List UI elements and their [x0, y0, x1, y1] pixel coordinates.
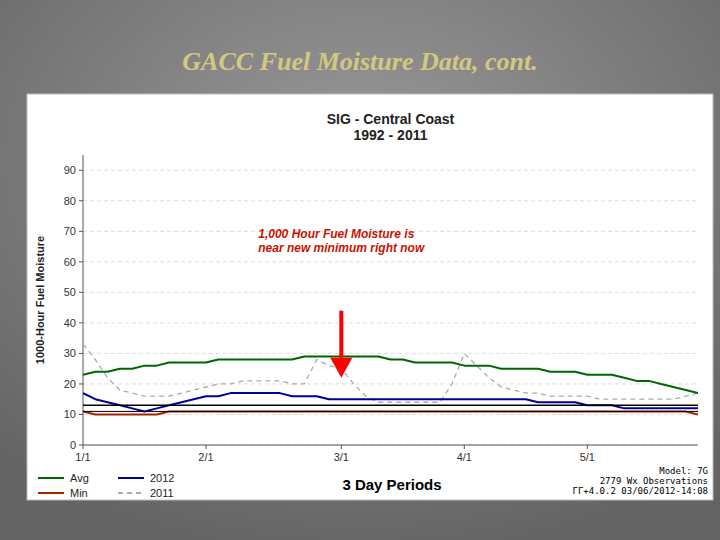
text-line: 1992 - 2011	[354, 127, 428, 143]
footnote: Model: 7G2779 Wx ObservationsГГ+4.0.2 03…	[573, 466, 708, 496]
legend-label: Avg	[70, 472, 89, 484]
panel	[27, 94, 713, 500]
grid-line	[83, 414, 698, 415]
legend-label: 2012	[150, 472, 174, 484]
series-line	[83, 411, 698, 414]
x-axis	[83, 445, 698, 446]
arrow-shaft	[339, 311, 343, 358]
y-tick	[79, 200, 83, 201]
x-tick-label: 1/1	[75, 451, 90, 463]
y-tick	[79, 414, 83, 415]
legend: Avg Min 2012 2011	[38, 472, 174, 499]
y-tick	[79, 170, 83, 171]
y-tick	[79, 322, 83, 323]
legend-swatch	[118, 492, 144, 494]
grid-line	[83, 170, 698, 171]
legend-label: 2011	[150, 487, 174, 499]
text-line: 2779 Wx Observations	[600, 476, 708, 486]
y-tick-label: 20	[64, 378, 76, 390]
arrow	[330, 311, 352, 378]
x-tick	[341, 445, 342, 449]
x-tick	[587, 445, 588, 449]
x-tick-label: 3/1	[334, 451, 349, 463]
x-tick-label: 5/1	[580, 451, 595, 463]
grid-line	[83, 322, 698, 323]
x-tick	[83, 445, 84, 449]
y-tick	[79, 383, 83, 384]
y-axis-label: 1000-Hour Fuel Moisture	[34, 236, 46, 364]
y-tick-label: 10	[64, 408, 76, 420]
x-tick	[464, 445, 465, 449]
y-tick	[79, 445, 83, 446]
series-line	[83, 344, 698, 402]
legend-swatch	[38, 492, 64, 494]
y-tick	[79, 292, 83, 293]
y-tick-label: 70	[64, 225, 76, 237]
annotation: 1,000 Hour Fuel Moisture isnear new mini…	[258, 227, 425, 255]
reference-line	[83, 411, 698, 412]
grid-line	[83, 200, 698, 201]
series-line	[83, 393, 698, 411]
y-tick-label: 0	[70, 439, 76, 451]
slide-background	[0, 0, 720, 540]
text-line: SIG - Central Coast	[327, 111, 455, 127]
text-line: Model: 7G	[659, 466, 708, 476]
grid-line	[83, 292, 698, 293]
grid-line	[83, 445, 698, 446]
arrow-head	[330, 358, 352, 378]
grid-line	[83, 353, 698, 354]
x-tick-label: 2/1	[198, 451, 213, 463]
y-tick	[79, 261, 83, 262]
y-tick-label: 90	[64, 164, 76, 176]
text-line: ГГ+4.0.2 03/06/2012-14:08	[573, 486, 708, 496]
y-tick-label: 50	[64, 286, 76, 298]
series-line	[83, 356, 698, 393]
y-axis	[83, 155, 84, 445]
y-tick-label: 60	[64, 256, 76, 268]
x-axis-label: 3 Day Periods	[342, 476, 441, 493]
legend-label: Min	[70, 487, 88, 499]
y-tick-label: 40	[64, 317, 76, 329]
x-tick	[206, 445, 207, 449]
title: GACC Fuel Moisture Data, cont.	[182, 47, 537, 76]
grid-line	[83, 261, 698, 262]
reference-line	[83, 405, 698, 407]
y-tick-label: 30	[64, 347, 76, 359]
plot-area	[83, 311, 698, 415]
legend-swatch	[38, 477, 64, 479]
grid	[83, 170, 698, 445]
y-tick-label: 80	[64, 195, 76, 207]
x-tick-label: 4/1	[457, 451, 472, 463]
chart-title: SIG - Central Coast1992 - 2011	[327, 111, 455, 143]
text-line: near new minimum right now	[258, 241, 425, 255]
legend-swatch	[118, 477, 144, 479]
chart: GACC Fuel Moisture Data, cont. SIG - Cent…	[0, 0, 720, 540]
y-tick	[79, 353, 83, 354]
grid-line	[83, 383, 698, 384]
text-line: 1,000 Hour Fuel Moisture is	[258, 227, 414, 241]
y-tick	[79, 231, 83, 232]
